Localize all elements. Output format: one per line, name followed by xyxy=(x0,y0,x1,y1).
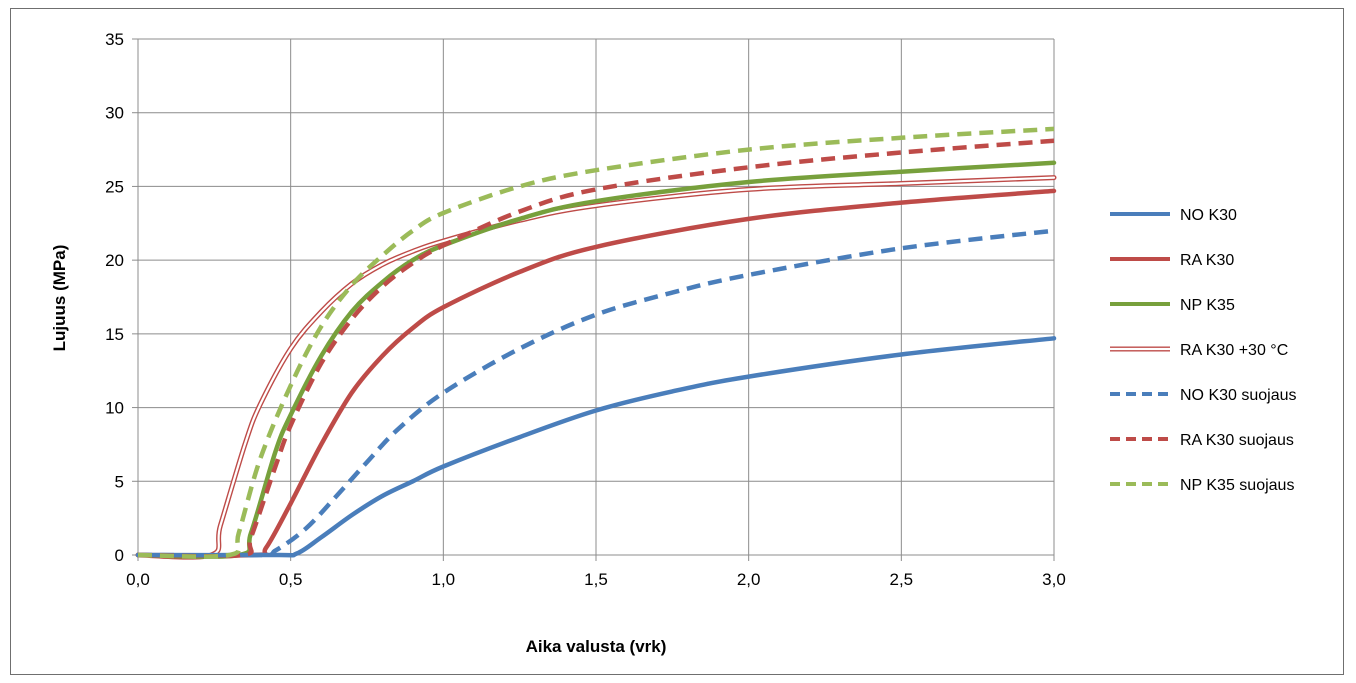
x-tick-label: 3,0 xyxy=(1042,570,1066,589)
x-tick-label: 1,5 xyxy=(584,570,608,589)
x-axis-ticks: 0,0 0,5 1,0 1,5 2,0 2,5 3,0 xyxy=(126,570,1066,589)
y-tick-label: 20 xyxy=(105,251,124,270)
series-lines xyxy=(135,126,1057,560)
y-tick-label: 35 xyxy=(105,30,124,49)
y-tick-label: 30 xyxy=(105,104,124,123)
y-axis-ticks: 0 5 10 15 20 25 30 35 xyxy=(105,30,124,565)
legend-label: RA K30 suojaus xyxy=(1180,432,1294,449)
x-axis-title: Aika valusta (vrk) xyxy=(526,637,667,656)
legend-item: NP K35 xyxy=(1110,297,1235,314)
x-tick-label: 2,5 xyxy=(890,570,914,589)
legend-item: RA K30 xyxy=(1110,252,1234,269)
legend-label: NO K30 suojaus xyxy=(1180,387,1297,404)
series-line-inner xyxy=(136,176,1056,559)
y-tick-label: 5 xyxy=(115,472,124,491)
y-axis-title: Lujuus (MPa) xyxy=(50,245,69,352)
series-np-k35-suojaus xyxy=(137,126,1055,559)
series-line xyxy=(135,188,1057,558)
legend-item: NP K35 suojaus xyxy=(1110,477,1294,494)
series-ra-k30 xyxy=(135,188,1057,558)
x-tick-label: 2,0 xyxy=(737,570,761,589)
legend-label: RA K30 +30 °C xyxy=(1180,342,1288,359)
series-line xyxy=(137,126,1055,559)
legend-item: NO K30 xyxy=(1110,207,1237,224)
legend-item: NO K30 suojaus xyxy=(1110,387,1297,404)
y-tick-label: 0 xyxy=(115,546,124,565)
legend-item: RA K30 +30 °C xyxy=(1110,342,1288,359)
x-tick-label: 0,5 xyxy=(279,570,303,589)
series-np-k35 xyxy=(135,160,1057,559)
legend-label: RA K30 xyxy=(1180,252,1234,269)
x-tick-label: 1,0 xyxy=(432,570,456,589)
legend: NO K30 RA K30 NP K35 RA K30 +30 °C NO K30 su… xyxy=(1110,207,1297,494)
series-ra-k30-30-c xyxy=(135,175,1057,560)
legend-label: NP K35 xyxy=(1180,297,1235,314)
legend-item: RA K30 suojaus xyxy=(1110,432,1294,449)
legend-label: NP K35 suojaus xyxy=(1180,477,1294,494)
legend-label: NO K30 xyxy=(1180,207,1237,224)
series-no-k30-suojaus xyxy=(137,228,1055,558)
y-tick-label: 15 xyxy=(105,325,124,344)
y-tick-label: 25 xyxy=(105,177,124,196)
series-no-k30 xyxy=(135,336,1057,558)
series-line xyxy=(137,228,1055,558)
series-ra-k30-suojaus xyxy=(137,138,1055,559)
series-line xyxy=(135,336,1057,558)
x-tick-label: 0,0 xyxy=(126,570,150,589)
chart-frame xyxy=(10,8,1344,675)
y-tick-label: 10 xyxy=(105,399,124,418)
series-line xyxy=(135,160,1057,559)
series-line xyxy=(137,138,1055,559)
grid xyxy=(132,38,1055,561)
